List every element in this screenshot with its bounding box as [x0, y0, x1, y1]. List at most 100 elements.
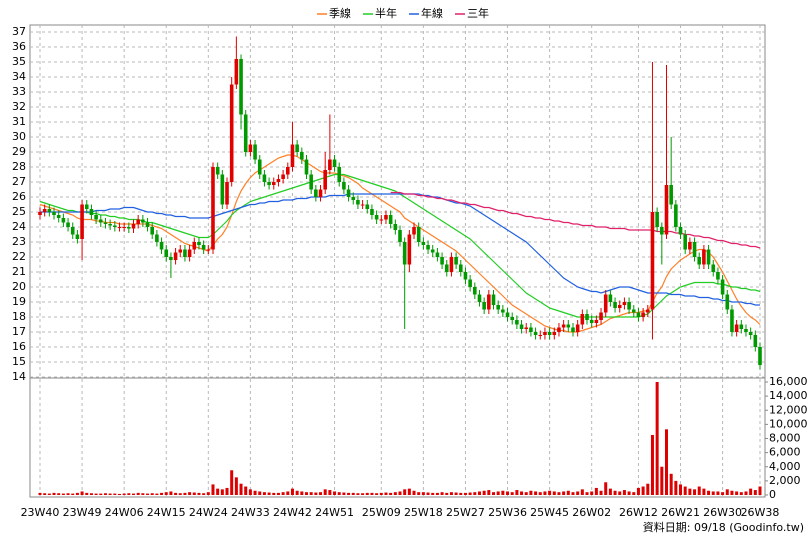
volume-bar: [421, 492, 425, 495]
y-tick-label: 28: [12, 160, 26, 173]
volume-bar: [75, 492, 79, 495]
y-tick-label: 18: [12, 310, 26, 323]
candle-body: [108, 224, 112, 226]
volume-bar: [132, 493, 136, 495]
legend-label: 季線: [329, 6, 351, 20]
volume-bar: [99, 493, 103, 495]
volume-bar: [590, 491, 594, 495]
y-tick-label: 23: [12, 235, 26, 248]
candle-body: [720, 279, 725, 295]
candle-body: [300, 152, 304, 160]
candle-body: [515, 320, 519, 325]
candle-body: [295, 144, 299, 152]
volume-bar: [730, 490, 734, 495]
legend-label: 年線: [421, 6, 443, 20]
y-tick-label: 21: [12, 265, 26, 278]
candle-body: [580, 314, 585, 325]
x-tick-label: 25W09: [362, 506, 401, 519]
candle-body: [655, 212, 659, 227]
volume-bar: [225, 487, 229, 495]
volume-bar: [664, 429, 668, 495]
volume-bar: [333, 491, 337, 495]
volume-bar: [524, 492, 528, 495]
y2-tick-label: 2,000: [769, 474, 801, 487]
volume-bar: [169, 491, 173, 495]
candle-body: [660, 227, 664, 235]
candle-body: [374, 215, 379, 220]
candle-body: [351, 197, 356, 200]
candle-body: [589, 320, 594, 323]
x-tick-label: 25W18: [404, 506, 443, 519]
volume-bar: [183, 492, 187, 495]
volume-bar: [604, 482, 608, 495]
candle-body: [711, 264, 716, 272]
volume-bar: [211, 484, 215, 495]
volume-bar: [71, 493, 75, 495]
candle-body: [356, 200, 360, 205]
y2-tick-label: 16,000: [769, 375, 808, 388]
volume-bar: [262, 492, 266, 495]
volume-bar: [314, 492, 318, 495]
candle-body: [697, 257, 702, 265]
volume-bar: [319, 492, 323, 495]
candle-body: [748, 332, 753, 335]
candle-body: [552, 332, 557, 335]
volume-bar: [267, 492, 271, 495]
volume-bar: [136, 492, 140, 495]
candle-body: [276, 179, 281, 182]
x-tick-label: 26W21: [661, 506, 700, 519]
candle-body: [449, 257, 454, 272]
candle-body: [248, 144, 253, 152]
candle-body: [398, 230, 402, 242]
volume-bar: [468, 492, 472, 495]
volume-bar: [197, 492, 201, 495]
volume-bar: [463, 492, 467, 495]
volume-bar: [300, 491, 304, 495]
candle-body: [337, 167, 342, 182]
candle-body: [482, 302, 486, 310]
volume-bar: [445, 492, 449, 495]
candle-body: [89, 209, 94, 215]
candle-body: [393, 224, 398, 230]
candle-body: [454, 257, 458, 265]
volume-bar: [328, 490, 332, 495]
candle-body: [533, 332, 538, 335]
volume-bar: [585, 492, 589, 495]
volume-bar: [178, 493, 182, 495]
volume-bar: [407, 488, 411, 495]
candle-body: [145, 222, 150, 227]
candle-body: [716, 272, 720, 280]
candle-body: [42, 209, 47, 212]
candle-body: [192, 242, 197, 250]
y-tick-label: 35: [12, 55, 26, 68]
volume-bar: [702, 488, 706, 495]
candle-body: [271, 182, 276, 185]
candle-body: [444, 264, 449, 272]
volume-bar: [501, 490, 505, 495]
candle-body: [692, 242, 697, 257]
candle-body: [491, 294, 496, 305]
volume-bar: [496, 491, 500, 495]
candle-body: [117, 227, 122, 228]
volume-bar: [679, 484, 683, 495]
y-tick-label: 34: [12, 70, 26, 83]
volume-bar: [548, 490, 552, 495]
candle-body: [529, 327, 533, 332]
volume-bar: [155, 493, 159, 495]
volume-bar: [669, 473, 673, 495]
volume-bar: [641, 486, 645, 495]
ma-line: [390, 191, 761, 249]
x-tick-label: 26W38: [741, 506, 780, 519]
candle-body: [496, 305, 500, 310]
candle-body: [323, 170, 327, 190]
candle-body: [360, 204, 365, 206]
candle-body: [243, 114, 248, 152]
candle-body: [669, 185, 673, 205]
volume-bar: [160, 492, 164, 495]
volume-bar: [538, 492, 542, 495]
candle-body: [38, 212, 42, 215]
volume-bar: [361, 493, 365, 495]
candle-body: [281, 174, 285, 179]
y-tick-label: 27: [12, 175, 26, 188]
